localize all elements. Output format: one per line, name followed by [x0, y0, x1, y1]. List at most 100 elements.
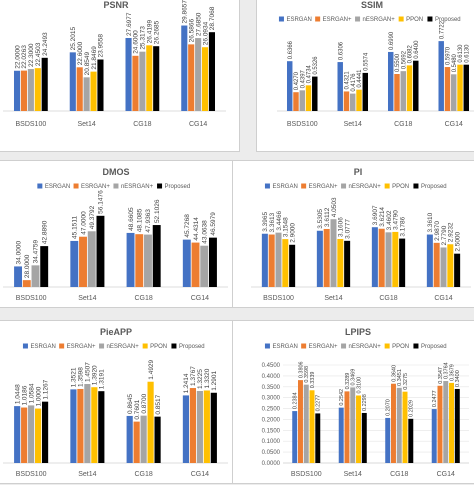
data-label: 0.6130 — [464, 44, 470, 63]
y-tick-label: 0.4500 — [262, 363, 281, 369]
data-label: 0.6400 — [414, 40, 420, 59]
data-label: 0.7722 — [439, 21, 445, 39]
data-label: 42.8890 — [41, 220, 48, 244]
bar — [22, 280, 31, 287]
data-label: 0.2029 — [409, 400, 415, 417]
chart-panel-dmos: DMOS ESRGAN ESRGAN+ nESRGAN+ Proposed 34.0000… — [0, 160, 240, 308]
category-label: Set14 — [78, 295, 96, 302]
bar — [413, 60, 419, 111]
legend-item: PPON — [398, 16, 423, 23]
data-label: 0.4397 — [300, 70, 306, 88]
legend-swatch — [301, 183, 307, 189]
data-label: 0.8517 — [155, 394, 162, 414]
chart-panel-pieapp: PieAPP ESRGAN ESRGAN+ nESRGAN+ PPON Proposed 1… — [0, 320, 240, 484]
data-label: 0.2298 — [362, 394, 368, 411]
bar — [299, 90, 305, 111]
legend-label: ESRGAN+ — [309, 344, 338, 350]
legend-item: Proposed — [171, 343, 205, 350]
data-label: 26.4199 — [147, 19, 154, 43]
chart-dmos: DMOS ESRGAN ESRGAN+ nESRGAN+ Proposed 34.0000… — [3, 167, 228, 302]
bar — [41, 57, 48, 111]
bar — [356, 89, 362, 111]
y-tick-label: 0.2500 — [262, 407, 281, 413]
category-label: CG14 — [437, 471, 455, 478]
legend-label: ESRGAN+ — [323, 17, 352, 23]
data-label: 0.3275 — [403, 373, 409, 390]
data-label: 0.8645 — [127, 394, 134, 414]
data-label: 0.8700 — [141, 393, 148, 413]
bar — [133, 421, 140, 463]
data-label: 0.3806 — [298, 361, 304, 378]
bar — [293, 92, 299, 111]
bar — [97, 59, 104, 111]
bar — [399, 238, 406, 287]
data-label: 22.4503 — [35, 42, 42, 66]
data-label: 0.3339 — [310, 372, 316, 389]
data-label: 22.3000 — [28, 43, 35, 67]
category-label: BSDS100 — [287, 121, 318, 128]
legend-swatch — [355, 16, 361, 22]
data-label: 0.5500 — [395, 53, 401, 72]
bar — [447, 244, 454, 287]
bar — [443, 381, 449, 463]
chart-title: SSIM — [361, 0, 383, 10]
bar — [338, 407, 344, 463]
data-label: 45.1511 — [72, 216, 79, 239]
legend-swatch — [278, 16, 284, 22]
y-tick-label: 0.4000 — [262, 374, 281, 380]
bar — [392, 231, 399, 287]
bar — [451, 74, 457, 111]
legend-item: PPON — [384, 183, 409, 190]
data-label: 1.0000 — [35, 386, 42, 406]
data-label: 0.4441 — [357, 69, 363, 88]
data-label: 21.8469 — [91, 46, 98, 70]
y-tick-label: 0.2000 — [262, 417, 281, 423]
bar — [309, 390, 315, 463]
bar — [40, 246, 49, 287]
legend-swatch — [264, 343, 270, 349]
bar — [200, 245, 209, 287]
bar — [361, 412, 367, 463]
data-label: 0.5574 — [363, 52, 369, 71]
bar — [350, 93, 356, 111]
data-label: 43.0638 — [202, 220, 209, 244]
data-label: 52.1026 — [154, 199, 161, 223]
category-label: BSDS100 — [16, 121, 47, 128]
bar — [20, 70, 28, 111]
data-label: 28.0000 — [24, 254, 31, 278]
bar — [152, 225, 161, 287]
legend-label: ESRGAN — [272, 344, 297, 350]
chart-lpips: LPIPS ESRGAN ESRGAN+ nESRGAN+ PPON Proposed 0.… — [262, 327, 469, 478]
data-label: 0.3547 — [438, 367, 444, 384]
data-label: 3.4466 — [276, 210, 283, 230]
chart-pieapp: PieAPP ESRGAN ESRGAN+ nESRGAN+ PPON Proposed 1… — [3, 327, 228, 478]
legend-label: nESRGAN+ — [363, 17, 396, 23]
legend-item: nESRGAN+ — [341, 183, 381, 190]
legend-item: ESRGAN — [278, 16, 312, 23]
data-label: 0.2277 — [316, 395, 322, 412]
bar — [96, 215, 105, 287]
bar — [135, 234, 144, 287]
legend-swatch — [157, 183, 163, 189]
legend-label: ESRGAN — [272, 184, 297, 190]
category-label: BSDS100 — [16, 471, 47, 478]
bar — [385, 232, 392, 287]
category-label: CG14 — [191, 295, 209, 302]
bar — [394, 74, 400, 111]
bar — [14, 266, 23, 287]
data-label: 0.6306 — [338, 41, 344, 60]
data-label: 22.0000 — [14, 45, 21, 69]
category-label: CG18 — [379, 295, 397, 302]
data-label: 1.2414 — [183, 373, 190, 393]
legend-label: nESRGAN+ — [107, 344, 140, 350]
bar — [146, 45, 153, 112]
data-label: 47.0000 — [80, 211, 87, 235]
legend-label: PPON — [406, 17, 423, 23]
data-label: 3.6112 — [324, 207, 331, 227]
chart-title: LPIPS — [345, 327, 371, 337]
data-label: 34.4759 — [33, 239, 40, 263]
bar — [303, 384, 309, 463]
bar — [275, 232, 282, 287]
data-label: 45.7268 — [184, 214, 191, 238]
bar — [400, 71, 406, 111]
